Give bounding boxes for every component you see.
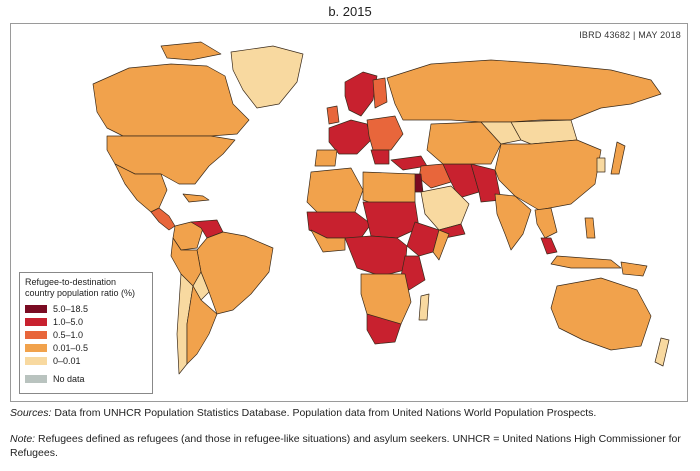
ibrd-label: IBRD 43682 | MAY 2018	[579, 30, 681, 40]
region-greenland	[230, 45, 304, 109]
region-ethiopia	[406, 221, 440, 257]
region-iberia	[314, 149, 338, 167]
region-korea	[596, 157, 606, 173]
region-central-africa	[344, 235, 408, 277]
region-arctic-islands	[160, 41, 222, 61]
map-frame: IBRD 43682 | MAY 2018 Refugee-to-destina…	[10, 23, 688, 402]
region-philippines	[584, 217, 596, 239]
legend-label: No data	[53, 373, 85, 384]
legend-label: 0.01–0.5	[53, 342, 89, 353]
region-eastern-europe	[366, 115, 404, 151]
legend-swatch	[25, 356, 47, 365]
region-western-europe	[328, 119, 372, 155]
region-argentina	[186, 285, 218, 365]
legend-label: 0.5–1.0	[53, 329, 84, 340]
region-china	[494, 139, 602, 211]
legend-swatch	[25, 304, 47, 313]
legend-label: 1.0–5.0	[53, 316, 84, 327]
region-brazil	[196, 231, 274, 315]
region-caribbean	[182, 193, 210, 203]
note-text: Refugees defined as refugees (and those …	[10, 433, 681, 459]
legend-swatch	[25, 317, 47, 326]
region-uk	[326, 105, 340, 125]
legend-item: 5.0–18.5	[25, 302, 147, 315]
legend-label: 5.0–18.5	[53, 303, 89, 314]
region-papua	[620, 261, 648, 277]
region-indochina	[534, 207, 558, 239]
legend-label: 0–0.01	[53, 355, 81, 366]
region-indonesia	[550, 255, 622, 269]
legend-swatch	[25, 330, 47, 339]
region-afghanistan-pakistan	[470, 163, 502, 203]
region-malaysia	[540, 237, 558, 255]
sources-footnote: Sources: Data from UNHCR Population Stat…	[10, 406, 694, 420]
legend-item: No data	[25, 372, 147, 385]
region-north-africa-west	[306, 167, 364, 219]
legend-item: 0–0.01	[25, 354, 147, 367]
legend-item: 0.01–0.5	[25, 341, 147, 354]
region-new-zealand	[654, 337, 670, 367]
legend-title: Refugee-to-destination country populatio…	[25, 277, 136, 298]
region-mongolia	[510, 119, 578, 145]
region-japan	[610, 141, 626, 175]
region-chad-sudan	[362, 201, 420, 239]
map-legend: Refugee-to-destination country populatio…	[19, 272, 153, 394]
region-south-africa	[366, 313, 402, 345]
region-east-africa	[400, 255, 426, 291]
region-canada	[92, 63, 250, 137]
map-title: b. 2015	[328, 4, 372, 19]
region-madagascar	[418, 293, 430, 321]
legend-item: 1.0–5.0	[25, 315, 147, 328]
region-west-africa-coast	[310, 229, 346, 253]
region-australia	[550, 277, 652, 351]
legend-swatch	[25, 343, 47, 352]
note-label: Note:	[10, 433, 36, 445]
legend-item: 0.5–1.0	[25, 328, 147, 341]
world-map	[92, 41, 670, 375]
region-central-america	[150, 207, 176, 231]
region-russia	[386, 59, 662, 123]
region-finland	[372, 77, 388, 109]
sources-label: Sources:	[10, 407, 52, 419]
region-balkans	[370, 149, 390, 165]
note-footnote: Note: Refugees defined as refugees (and …	[10, 432, 694, 460]
sources-text: Data from UNHCR Population Statistics Da…	[54, 407, 597, 419]
region-scandinavia	[344, 71, 378, 117]
region-somalia	[432, 229, 450, 261]
legend-swatch	[25, 374, 47, 383]
region-india	[494, 193, 532, 251]
